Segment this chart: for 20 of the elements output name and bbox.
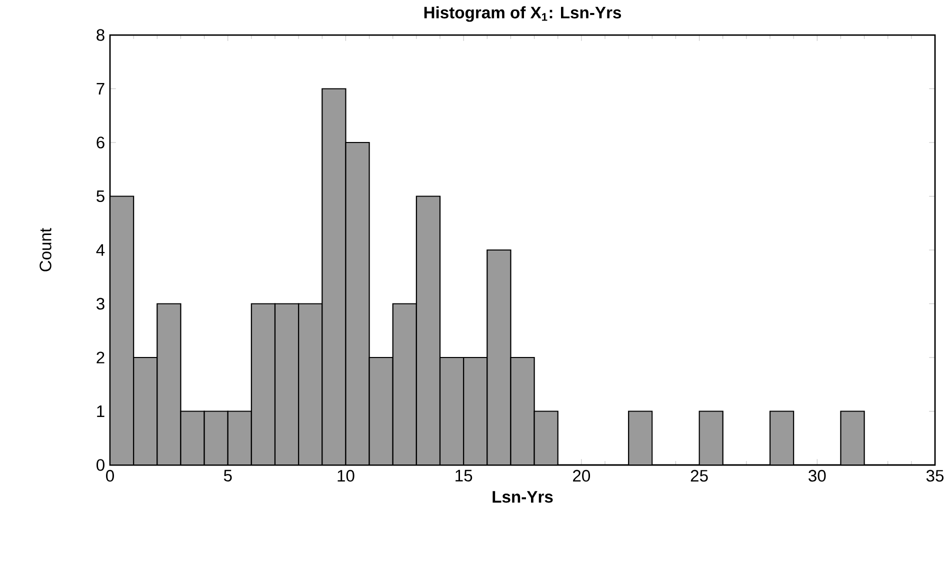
x-tick-label: 25 — [690, 470, 708, 482]
x-axis-title: Lsn-Yrs — [492, 491, 553, 503]
y-tick-label: 6 — [96, 136, 104, 148]
y-tick-label: 2 — [96, 352, 104, 364]
y-tick-label: 8 — [96, 29, 104, 41]
y-tick-label: 1 — [97, 406, 104, 417]
x-tick-label: 20 — [573, 470, 590, 482]
y-tick-label: 4 — [96, 244, 105, 256]
x-tick-label: 35 — [926, 470, 944, 482]
chart-title: Histogram of X$_{1}$: Lsn-Yrs — [424, 6, 622, 22]
y-tick-label: 7 — [96, 83, 104, 94]
y-tick-label: 3 — [96, 298, 104, 310]
x-tick-label: 30 — [808, 470, 826, 482]
y-tick-label: 0 — [96, 459, 104, 471]
x-tick-label: 0 — [106, 470, 114, 482]
x-tick-label: 5 — [224, 470, 232, 482]
x-tick-label: 10 — [338, 470, 354, 482]
x-tick-label: 15 — [456, 470, 472, 482]
y-tick-label: 5 — [96, 190, 104, 202]
y-axis-title: Count — [40, 228, 52, 272]
